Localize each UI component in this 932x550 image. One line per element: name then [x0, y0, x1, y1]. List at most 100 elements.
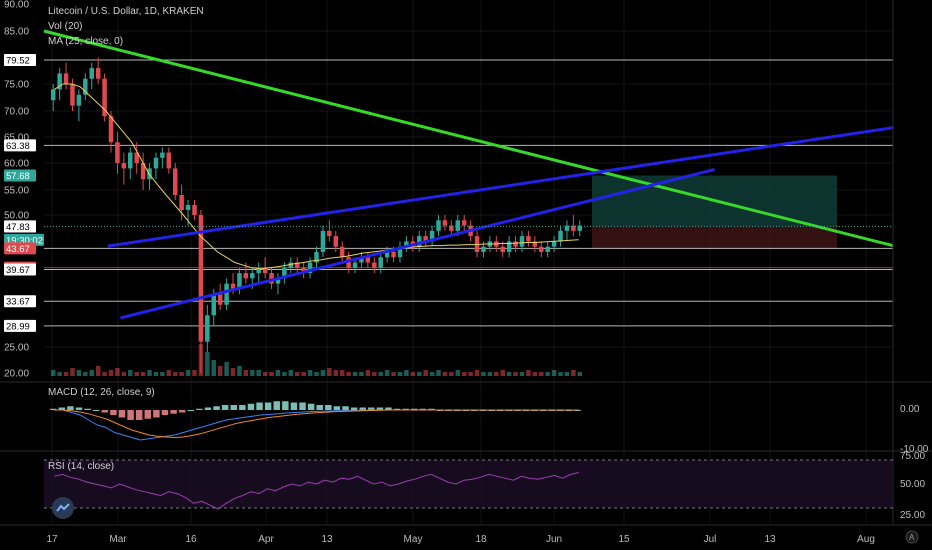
volume-bar [192, 370, 197, 376]
rsi-legend: RSI (14, close) [48, 461, 114, 472]
candle-body [539, 246, 544, 252]
candle-body [416, 236, 422, 247]
candle-body [70, 84, 75, 106]
candle-body [519, 236, 525, 247]
candle-body [577, 225, 583, 231]
macd-histogram-bar [196, 408, 203, 410]
ma-line [54, 83, 579, 270]
rsi-line [53, 472, 580, 510]
price-tag-box [4, 169, 36, 182]
candle-body [134, 152, 139, 163]
price-tag-box [4, 263, 36, 276]
candle-body [372, 262, 377, 268]
volume-bar [160, 372, 165, 376]
candle-body [327, 230, 332, 237]
volume-bar [327, 368, 332, 376]
time-tick-label: 18 [475, 534, 487, 545]
candle-body [83, 78, 88, 95]
candle-body [551, 241, 557, 247]
macd-legend: MACD (12, 26, close, 9) [48, 387, 155, 398]
volume-bar [288, 370, 294, 376]
volume-bar [442, 372, 448, 376]
rsi-tick-label: 75.00 [900, 451, 925, 462]
price-tick-label: 90.00 [4, 0, 29, 11]
time-tick-label: 15 [618, 534, 630, 545]
macd-tick-label: 0.00 [900, 404, 920, 415]
candle-body [160, 152, 165, 158]
volume-bar [532, 372, 538, 376]
volume-bar [224, 362, 229, 376]
macd-histogram-bar [84, 408, 91, 410]
volume-bar [140, 372, 146, 376]
candle-body [455, 220, 461, 231]
volume-bar [250, 370, 255, 376]
macd-histogram-bar [333, 406, 341, 410]
volume-bar [397, 372, 403, 376]
channel-lower-trendline[interactable] [120, 168, 716, 320]
volume-bar [384, 370, 390, 376]
macd-histogram-bar [256, 402, 263, 410]
candle-body [224, 283, 229, 305]
price-tag-label: 28.99 [6, 321, 30, 332]
macd-histogram-bar [213, 406, 220, 410]
time-tick-label: 17 [46, 534, 58, 545]
macd-histogram-bar [187, 410, 194, 411]
channel-upper-trendline[interactable] [107, 126, 894, 248]
candle-body [339, 246, 345, 258]
volume-bar [301, 372, 306, 376]
volume-bar [461, 372, 467, 376]
macd-histogram-bar [161, 410, 169, 415]
volume-bar [83, 372, 88, 376]
macd-histogram-bar [376, 407, 384, 410]
candle-body [397, 246, 403, 258]
candle-body [442, 220, 448, 226]
macd-histogram-bar [230, 405, 237, 410]
candle-body [121, 163, 127, 169]
candle-body [461, 220, 467, 226]
macd-histogram-bar [428, 408, 435, 410]
price-tick-label: 65.00 [4, 133, 29, 144]
macd-histogram-bar [316, 405, 323, 410]
volume-bar [487, 372, 493, 376]
candle-body [282, 267, 287, 279]
price-tick-label: 70.00 [4, 107, 29, 118]
volume-bar [172, 372, 178, 376]
volume-bar [217, 366, 223, 376]
volume-bar [359, 372, 364, 376]
macd-histogram-bar [50, 408, 57, 410]
auto-scale-circle [905, 530, 919, 544]
price-tick-label: 50.00 [4, 211, 29, 222]
volume-bar [76, 370, 82, 376]
volume-bar [365, 370, 371, 376]
candle-body [449, 225, 454, 231]
candle-body [76, 94, 82, 106]
volume-bar [269, 372, 274, 376]
candle-body [423, 236, 428, 242]
candle-body [275, 278, 281, 284]
auto-scale-button[interactable]: A [905, 530, 919, 544]
left-price-scale[interactable]: 90.00 85.00 75.00 70.00 65.00 60.00 55.00 50.00… [4, 0, 29, 380]
time-axis[interactable]: 17 Mar 16 Apr 13 May 18 Jun 15 Jul 13 Aug [46, 534, 874, 545]
macd-signal-line [54, 409, 579, 439]
candle-body [172, 168, 178, 195]
volume-bar [513, 372, 518, 376]
logo-badge[interactable] [52, 497, 74, 519]
volume-bar [320, 370, 326, 376]
time-tick-label: Mar [109, 534, 127, 545]
volume-legend: Vol (20) [48, 21, 82, 32]
price-tick-label: 25.00 [4, 343, 29, 354]
candle-body [237, 273, 242, 289]
volume-bars [50, 344, 583, 376]
volume-bar [539, 372, 544, 376]
volume-bar [179, 372, 184, 376]
time-tick-label: 13 [764, 534, 776, 545]
volume-bar [500, 370, 505, 376]
time-tick-label: Jun [546, 534, 562, 545]
volume-bar [63, 372, 69, 376]
volume-bar [571, 370, 576, 376]
resistance-trendline[interactable] [43, 29, 894, 248]
price-tag-label: 79.52 [6, 56, 30, 67]
candle-body [526, 236, 531, 242]
volume-bar [506, 372, 512, 376]
